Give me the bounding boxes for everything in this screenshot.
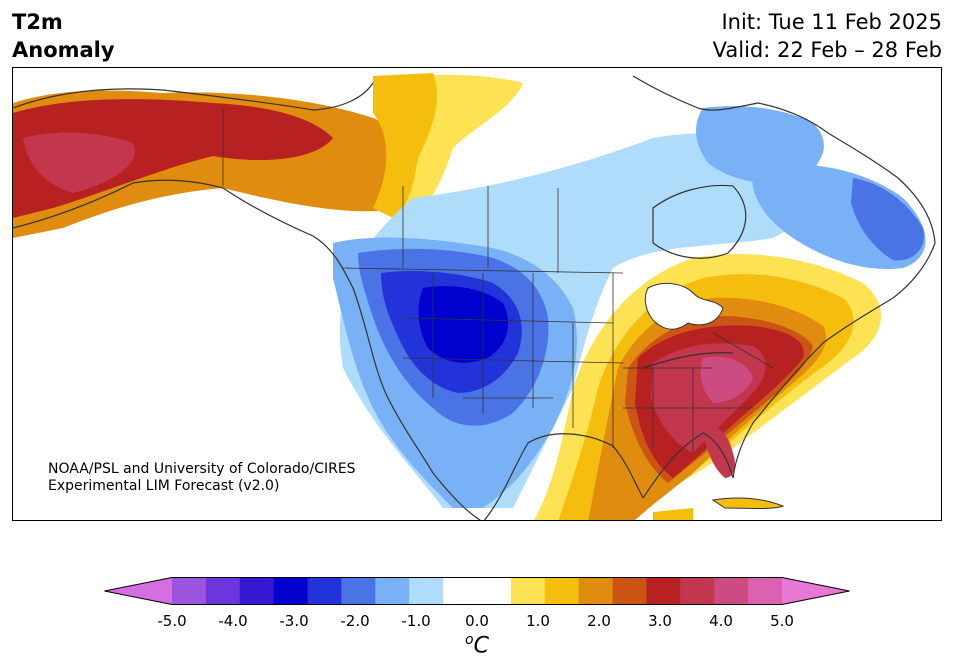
map-frame — [12, 67, 942, 521]
colorbar-tick-label: -1.0 — [401, 612, 431, 630]
hottest-region-east — [700, 356, 753, 403]
anomaly-map — [13, 73, 936, 520]
colorbar-outline — [104, 577, 850, 605]
colorbar-extend-low — [104, 577, 172, 605]
colorbar-segment — [307, 577, 342, 605]
colorbar-segment — [443, 577, 478, 605]
colorbar-segment — [409, 577, 444, 605]
great-lakes — [644, 282, 724, 330]
colorbar-tick-label: -5.0 — [157, 612, 187, 630]
colorbar-tick-label: 1.0 — [526, 612, 550, 630]
colorbar-segment — [510, 577, 546, 605]
cuba-warm — [711, 497, 785, 509]
coldest-region — [418, 286, 509, 363]
colorbar — [104, 577, 850, 605]
units-superscript: o — [465, 632, 474, 648]
colorbar-ticks: -5.0 -4.0 -3.0 -2.0 -1.0 0.0 1.0 2.0 3.0 4.0 5.0 — [0, 612, 954, 632]
colorbar-tick-label: 0.0 — [465, 612, 489, 630]
colder-region-labrador — [851, 178, 924, 261]
title-line-1: T2m — [12, 10, 63, 34]
very-hot-region-alaska — [23, 132, 135, 193]
colorbar-segment — [172, 577, 207, 605]
state-borders — [222, 108, 774, 453]
colorbar-segment — [477, 577, 512, 605]
credit: NOAA/PSL and University of Colorado/CIRE… — [48, 461, 356, 495]
colorbar-tick-label: -3.0 — [279, 612, 309, 630]
title-line-2: Anomaly — [12, 38, 115, 62]
colorbar-extend-high — [782, 577, 850, 605]
colorbar-segment — [612, 577, 647, 605]
colorbar-tick-label: 2.0 — [587, 612, 611, 630]
colorbar-segment — [748, 577, 783, 605]
colorbar-segment — [714, 577, 749, 605]
orange-band-canada — [373, 73, 438, 218]
colorbar-tick-label: -4.0 — [218, 612, 248, 630]
colorbar-segment — [646, 577, 681, 605]
title: T2m Anomaly — [12, 8, 115, 64]
warm-region-florida — [703, 426, 736, 478]
colorbar-segment — [544, 577, 580, 605]
credit-line-2: Experimental LIM Forecast (v2.0) — [48, 478, 280, 494]
colorbar-tick-label: 5.0 — [770, 612, 794, 630]
colorbar-segment — [680, 577, 715, 605]
colorbar-segment — [273, 577, 309, 605]
yucatan-warm — [653, 508, 693, 520]
credit-line-1: NOAA/PSL and University of Colorado/CIRE… — [48, 461, 356, 477]
coastlines — [13, 75, 936, 520]
units-label: C — [473, 633, 489, 659]
colorbar-tick-label: -2.0 — [340, 612, 370, 630]
hot-region-alaska — [13, 99, 333, 218]
colorbar-segment — [239, 577, 275, 605]
colorbar-units: oC — [465, 632, 489, 658]
colorbar-segment — [341, 577, 376, 605]
colorbar-tick-label: 3.0 — [648, 612, 672, 630]
valid-date: Valid: 22 Feb – 28 Feb — [712, 38, 942, 62]
cold-region-east-canada — [696, 106, 824, 183]
date-info: Init: Tue 11 Feb 2025 Valid: 22 Feb – 28… — [713, 8, 942, 64]
colorbar-segment — [375, 577, 410, 605]
init-date: Init: Tue 11 Feb 2025 — [721, 10, 942, 34]
colorbar-segment — [205, 577, 241, 605]
colorbar-tick-label: 4.0 — [709, 612, 733, 630]
colorbar-segment — [578, 577, 614, 605]
